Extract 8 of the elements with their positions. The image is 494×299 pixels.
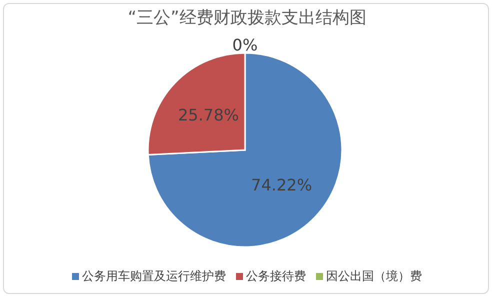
legend-label: 公务接待费: [245, 268, 306, 285]
chart-title: “三公”经费财政拨款支出结构图: [126, 7, 368, 29]
legend-label: 因公出国（境）费: [325, 268, 422, 285]
data-label: 74.22%: [251, 175, 312, 194]
pie-slice: [147, 52, 343, 248]
text: 0%: [232, 36, 258, 54]
data-label: 25.78%: [178, 106, 239, 125]
legend-label: 公务用车购置及运行维护费: [81, 268, 226, 285]
